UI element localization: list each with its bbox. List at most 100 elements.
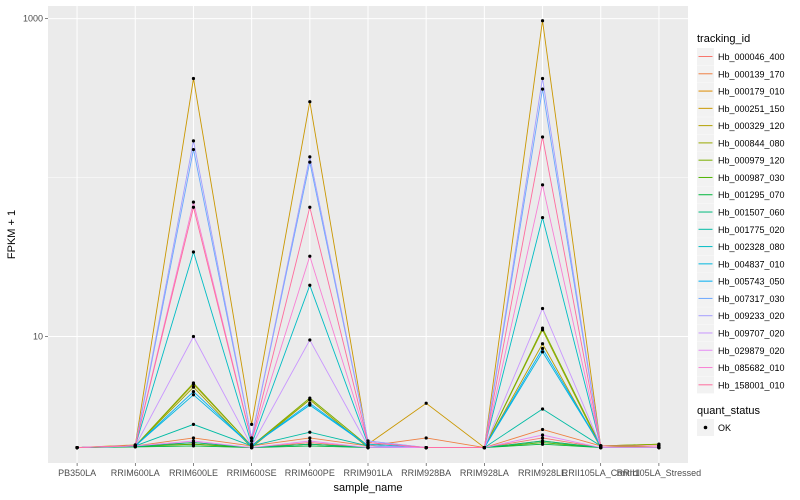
data-point [308,100,312,104]
data-point [308,439,312,443]
data-point [424,401,428,405]
legend-item: Hb_000179_010 [697,82,785,100]
x-tick-label: RRII105LA_Control [562,468,640,478]
x-tick-label: RRII105LA_Stressed [617,468,702,478]
x-tick-label: RRIM600PE [285,468,335,478]
x-tick-label: PB350LA [58,468,96,478]
data-point [250,445,254,450]
legend-label: Hb_000139_170 [718,69,785,79]
y-tick-label: 10 [33,331,43,341]
data-point [191,385,196,389]
data-point [540,436,545,440]
data-point [366,445,370,450]
data-point [191,422,196,426]
data-point [366,441,370,445]
data-point [540,215,545,220]
data-point [191,205,196,209]
legend-items: Hb_000046_400 Hb_000139_170 Hb_000179_010 H… [697,48,785,394]
data-point [308,155,312,159]
y-axis-title: FPKM + 1 [6,210,18,259]
data-point [540,350,545,354]
data-point [308,338,312,342]
data-point [250,436,254,440]
legend-label: Hb_009707_020 [718,328,785,338]
x-tick-label: RRIM901LA [343,468,392,478]
legend-label: Hb_000844_080 [718,138,785,148]
x-tick-label: RRIM928BA [401,468,451,478]
major-grid [48,6,688,463]
data-point [191,436,196,440]
data-point [540,407,545,411]
data-point [75,445,79,450]
legend-label: Hb_000987_030 [718,173,785,183]
legend-label: Hb_085682_010 [718,363,785,373]
data-point [308,430,312,434]
data-point [540,442,545,446]
data-point [308,254,312,258]
legend-label: Hb_007317_030 [718,294,785,304]
data-point [540,326,545,330]
legend-item: Hb_007317_030 [697,289,785,307]
x-tick-label: RRIM600LE [169,468,218,478]
legend-item: Hb_002328_080 [697,238,785,256]
y-axis: 10 1000 [23,14,48,341]
data-point [540,306,545,311]
legend-item: Hb_000987_030 [697,168,785,186]
legend-item: Hb_000046_400 [697,48,785,65]
data-point [540,135,545,139]
legend-label: Hb_009233_020 [718,311,785,321]
legend-item: Hb_085682_010 [697,359,785,377]
data-point [424,436,428,440]
legend-title: tracking_id [697,33,750,45]
legend-item: Hb_001507_060 [697,203,785,221]
legend-item: Hb_004837_010 [697,255,785,273]
data-point [191,393,196,397]
series-points [75,19,661,450]
legend-item: Hb_000979_120 [697,151,785,169]
legend-label: Hb_005743_050 [718,277,785,287]
legend-label: Hb_001295_070 [718,190,785,200]
data-point [540,346,545,351]
data-point [133,443,137,448]
data-point [191,200,196,204]
data-point [191,439,196,443]
y-tick-label: 1000 [23,14,43,24]
data-point [191,250,196,254]
data-point [599,444,603,448]
x-tick-label: RRIM928LE [518,468,567,478]
legend-label: Hb_004837_010 [718,259,785,269]
data-point [657,444,661,448]
quant-status-legend-key [697,419,714,436]
legend-item: Hb_009707_020 [697,324,785,342]
legend-item: Hb_005743_050 [697,272,785,290]
data-point [540,439,545,443]
data-point [424,445,428,450]
data-point [308,436,312,440]
data-point [308,205,312,209]
quant-status-ok-point [703,425,708,430]
data-point [191,381,196,385]
x-tick-label: RRIM928LA [460,468,509,478]
data-point [191,76,196,81]
data-point [308,401,312,405]
data-point [250,422,254,426]
legend-label: Hb_000251_150 [718,104,785,114]
legend-label: Hb_000329_120 [718,121,785,131]
data-point [540,342,545,346]
legend-item: Hb_158001_010 [697,376,785,394]
legend-item: Hb_001775_020 [697,220,785,238]
data-point [540,19,545,23]
data-point [250,439,254,443]
data-point [308,396,312,400]
legend-label: Hb_158001_010 [718,380,785,390]
x-tick-label: RRIM600SE [227,468,277,478]
data-point [540,183,545,187]
data-point [540,87,545,91]
legend-label: Hb_000179_010 [718,87,785,97]
data-point [308,442,312,446]
data-point [540,76,545,81]
legend-item: Hb_000139_170 [697,65,785,83]
quant-status-legend-title: quant_status [697,405,760,417]
data-point [540,433,545,437]
data-point [191,139,196,143]
